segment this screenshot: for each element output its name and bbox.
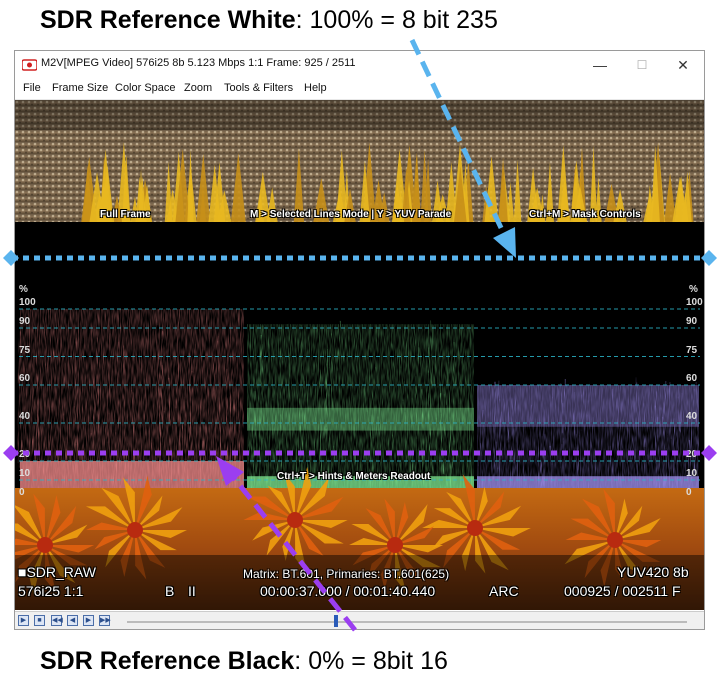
level-tick-right-0: 0 xyxy=(686,487,692,498)
level-tick-left-40: 40 xyxy=(19,411,31,422)
arc-label: ARC xyxy=(489,583,519,599)
black-caption-rest: : 0% = 8bit 16 xyxy=(294,647,448,675)
black-caption-bold: SDR Reference Black xyxy=(40,647,295,675)
yuv-format-label: YUV420 8b xyxy=(617,564,689,580)
level-tick-right-20: 20 xyxy=(686,449,698,460)
level-tick-right-60: 60 xyxy=(686,373,698,384)
scope-unit-left: % xyxy=(19,284,28,295)
mask-controls-hint: Ctrl+M > Mask Controls xyxy=(529,209,641,220)
step-back-button[interactable]: ◀◀ xyxy=(51,615,63,626)
menu-zoom[interactable]: Zoom xyxy=(184,82,213,94)
app-logo-icon xyxy=(22,59,37,71)
sdr-reference-white-caption: SDR Reference White: 100% = 8 bit 235 xyxy=(40,6,498,35)
level-tick-left-20: 20 xyxy=(19,449,31,460)
menu-file[interactable]: File xyxy=(23,82,41,94)
window-title: M2V[MPEG Video] 576i25 8b 5.123 Mbps 1:1… xyxy=(41,57,356,69)
minimize-button[interactable]: — xyxy=(593,57,607,73)
menu-bar: File Frame Size Color Space Zoom Tools &… xyxy=(15,79,704,100)
title-bar[interactable]: M2V[MPEG Video] 576i25 8b 5.123 Mbps 1:1… xyxy=(15,51,704,79)
level-tick-right-10: 10 xyxy=(686,468,698,479)
frame-counter: 000925 / 002511 F xyxy=(564,583,681,599)
hints-meters-hint: Ctrl+T > Hints & Meters Readout xyxy=(277,471,431,482)
app-window: M2V[MPEG Video] 576i25 8b 5.123 Mbps 1:1… xyxy=(14,50,705,630)
transport-bar: ▶ ■ ◀◀ ◀ ▶ ▶▶ xyxy=(15,611,704,629)
white-caption-rest: : 100% = 8 bit 235 xyxy=(295,6,498,34)
menu-tools-filters[interactable]: Tools & Filters xyxy=(224,82,294,94)
timecode-readout: 00:00:37.000 / 00:01:40.440 xyxy=(260,583,436,599)
sdr-raw-label: ■SDR_RAW xyxy=(18,564,96,580)
selected-lines-hint: M > Selected Lines Mode | Y > YUV Parade xyxy=(250,209,452,220)
level-tick-right-40: 40 xyxy=(686,411,698,422)
level-tick-left-90: 90 xyxy=(19,316,31,327)
seek-thumb[interactable] xyxy=(334,615,338,627)
pause-indicator: II xyxy=(188,583,196,599)
play-button[interactable]: ▶ xyxy=(18,615,29,626)
parade-trace-U xyxy=(247,320,474,500)
stop-button[interactable]: ■ xyxy=(34,615,45,626)
level-tick-right-90: 90 xyxy=(686,316,698,327)
close-button[interactable]: ✕ xyxy=(677,57,689,73)
menu-color-space[interactable]: Color Space xyxy=(115,82,176,94)
menu-frame-size[interactable]: Frame Size xyxy=(52,82,109,94)
white-caption-bold: SDR Reference White xyxy=(40,6,296,34)
level-tick-left-10: 10 xyxy=(19,468,31,479)
level-tick-left-100: 100 xyxy=(19,297,36,308)
frame-type-label: B xyxy=(165,583,175,599)
sdr-reference-black-caption: SDR Reference Black: 0% = 8bit 16 xyxy=(40,647,448,676)
top-video-region xyxy=(15,100,704,222)
level-tick-left-0: 0 xyxy=(19,487,25,498)
matrix-info: Matrix: BT.601, Primaries: BT.601(625) xyxy=(243,567,450,581)
seek-bar[interactable] xyxy=(127,621,687,623)
maximize-button[interactable]: ☐ xyxy=(636,58,648,72)
next-frame-button[interactable]: ▶ xyxy=(83,615,94,626)
video-frame-with-parade xyxy=(15,100,704,610)
video-viewport[interactable]: 100 100 90 90 75 75 60 60 40 40 20 20 10 10 0 0%% Full … xyxy=(15,100,704,610)
level-tick-left-60: 60 xyxy=(19,373,31,384)
level-tick-right-75: 75 xyxy=(686,344,698,356)
resolution-label: 576i25 1:1 xyxy=(18,583,84,599)
menu-help[interactable]: Help xyxy=(304,82,327,94)
scope-unit-right: % xyxy=(689,284,698,295)
step-forward-button[interactable]: ▶▶ xyxy=(99,615,111,626)
level-tick-left-75: 75 xyxy=(19,344,31,356)
prev-frame-button[interactable]: ◀ xyxy=(67,615,78,626)
full-frame-label: Full Frame xyxy=(100,209,151,220)
level-tick-right-100: 100 xyxy=(686,297,703,308)
